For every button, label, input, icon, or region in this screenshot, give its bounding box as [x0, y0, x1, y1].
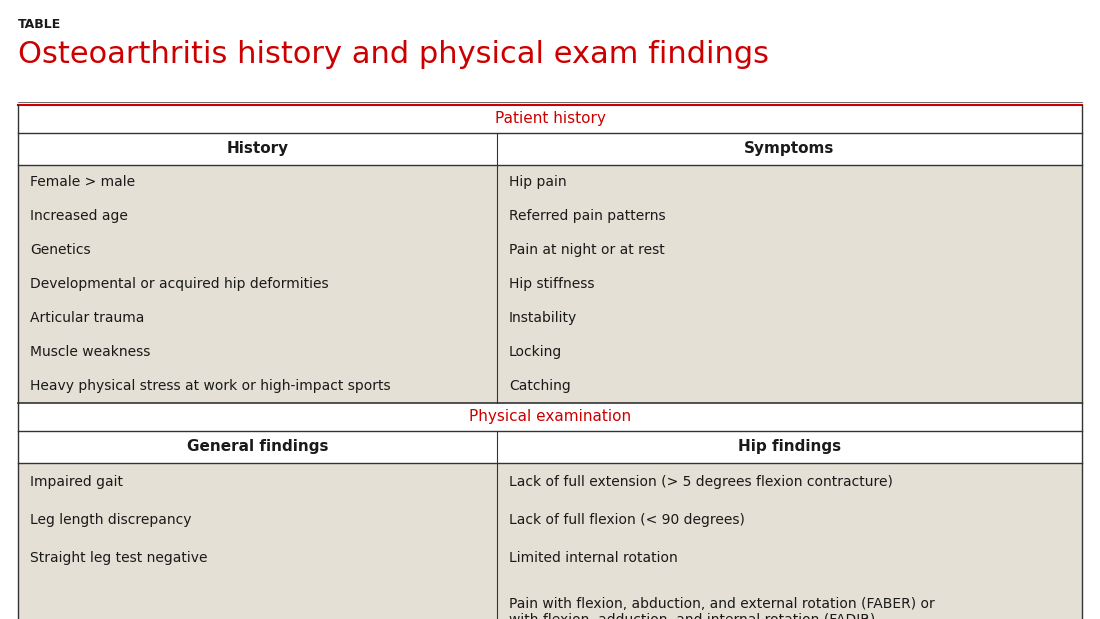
Text: Patient history: Patient history — [495, 111, 605, 126]
Text: Referred pain patterns: Referred pain patterns — [509, 209, 666, 223]
Text: Genetics: Genetics — [30, 243, 90, 257]
Text: Muscle weakness: Muscle weakness — [30, 345, 151, 359]
Text: Symptoms: Symptoms — [745, 142, 835, 157]
Text: Heavy physical stress at work or high-impact sports: Heavy physical stress at work or high-im… — [30, 379, 390, 393]
Text: Locking: Locking — [509, 345, 562, 359]
Text: Straight leg test negative: Straight leg test negative — [30, 551, 208, 565]
Text: Physical examination: Physical examination — [469, 410, 631, 425]
Text: Developmental or acquired hip deformities: Developmental or acquired hip deformitie… — [30, 277, 329, 291]
Text: Osteoarthritis history and physical exam findings: Osteoarthritis history and physical exam… — [18, 40, 769, 69]
Text: Lack of full extension (> 5 degrees flexion contracture): Lack of full extension (> 5 degrees flex… — [509, 475, 893, 489]
Text: Pain at night or at rest: Pain at night or at rest — [509, 243, 664, 257]
Text: Female > male: Female > male — [30, 175, 135, 189]
Bar — [18, 463, 1082, 619]
Text: Hip findings: Hip findings — [738, 439, 842, 454]
Text: Pain with flexion, abduction, and external rotation (FABER) or
with flexion, add: Pain with flexion, abduction, and extern… — [509, 597, 935, 619]
Text: Hip stiffness: Hip stiffness — [509, 277, 594, 291]
Text: Limited internal rotation: Limited internal rotation — [509, 551, 678, 565]
Text: Impaired gait: Impaired gait — [30, 475, 123, 489]
Text: History: History — [227, 142, 288, 157]
Text: Leg length discrepancy: Leg length discrepancy — [30, 513, 191, 527]
Text: Hip pain: Hip pain — [509, 175, 566, 189]
Text: General findings: General findings — [187, 439, 328, 454]
Bar — [18, 165, 1082, 403]
Text: Increased age: Increased age — [30, 209, 128, 223]
Text: Instability: Instability — [509, 311, 578, 325]
Text: TABLE: TABLE — [18, 18, 62, 31]
Text: Articular trauma: Articular trauma — [30, 311, 144, 325]
Text: Lack of full flexion (< 90 degrees): Lack of full flexion (< 90 degrees) — [509, 513, 745, 527]
Text: Catching: Catching — [509, 379, 571, 393]
